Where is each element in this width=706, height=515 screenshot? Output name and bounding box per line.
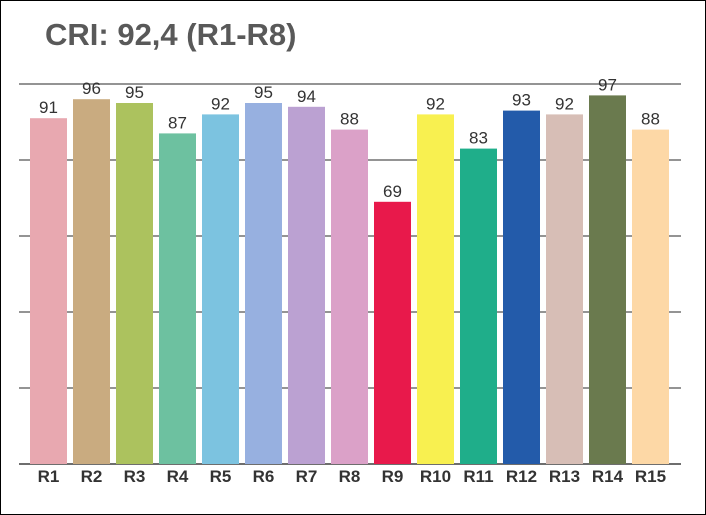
value-label-r5: 92 [211,94,230,113]
value-label-r15: 88 [641,110,660,129]
category-label-r2: R2 [81,467,103,486]
category-label-r14: R14 [592,467,624,486]
bars [30,95,669,465]
bar-r1 [30,118,67,464]
value-label-r10: 92 [426,94,445,113]
value-label-r4: 87 [168,113,187,132]
value-labels: 91 96 95 87 92 95 94 88 69 92 83 93 92 97 88 [39,75,660,200]
value-label-r12: 93 [512,91,531,110]
bar-r11 [460,148,497,464]
value-label-r2: 96 [82,79,101,98]
category-label-r12: R12 [506,467,537,486]
bar-r7 [288,106,325,465]
bar-r13 [546,114,583,465]
value-label-r11: 83 [469,129,488,148]
category-label-r8: R8 [339,467,361,486]
value-label-r6: 95 [254,83,273,102]
category-label-r1: R1 [38,467,60,486]
category-label-r4: R4 [167,467,189,486]
value-label-r7: 94 [297,87,316,106]
bar-r15 [632,129,669,464]
bar-r9 [374,201,411,465]
chart-title: CRI: 92,4 (R1-R8) [45,17,297,52]
bar-r2 [73,99,110,464]
value-label-r8: 88 [340,110,359,129]
bar-r8 [331,129,368,464]
value-label-r14: 97 [598,75,617,94]
category-label-r13: R13 [549,467,580,486]
value-label-r3: 95 [125,83,144,102]
category-label-r3: R3 [124,467,146,486]
bar-r3 [116,103,153,464]
bar-r4 [159,133,196,464]
bar-r10 [417,114,454,465]
value-label-r9: 69 [383,182,402,201]
value-label-r13: 92 [555,94,574,113]
category-axis: R1 R2 R3 R4 R5 R6 R7 R8 R9 R10 R11 R12 R13 R14 R15 [38,467,666,486]
category-label-r11: R11 [463,467,493,486]
category-label-r9: R9 [382,467,404,486]
value-label-r1: 91 [39,98,58,117]
category-label-r5: R5 [210,467,232,486]
category-label-r6: R6 [253,467,275,486]
category-label-r7: R7 [296,467,318,486]
bar-r14 [589,95,626,465]
bar-r5 [202,114,239,465]
bar-r6 [245,103,282,464]
category-label-r10: R10 [420,467,451,486]
category-label-r15: R15 [635,467,666,486]
bar-r12 [503,110,540,464]
